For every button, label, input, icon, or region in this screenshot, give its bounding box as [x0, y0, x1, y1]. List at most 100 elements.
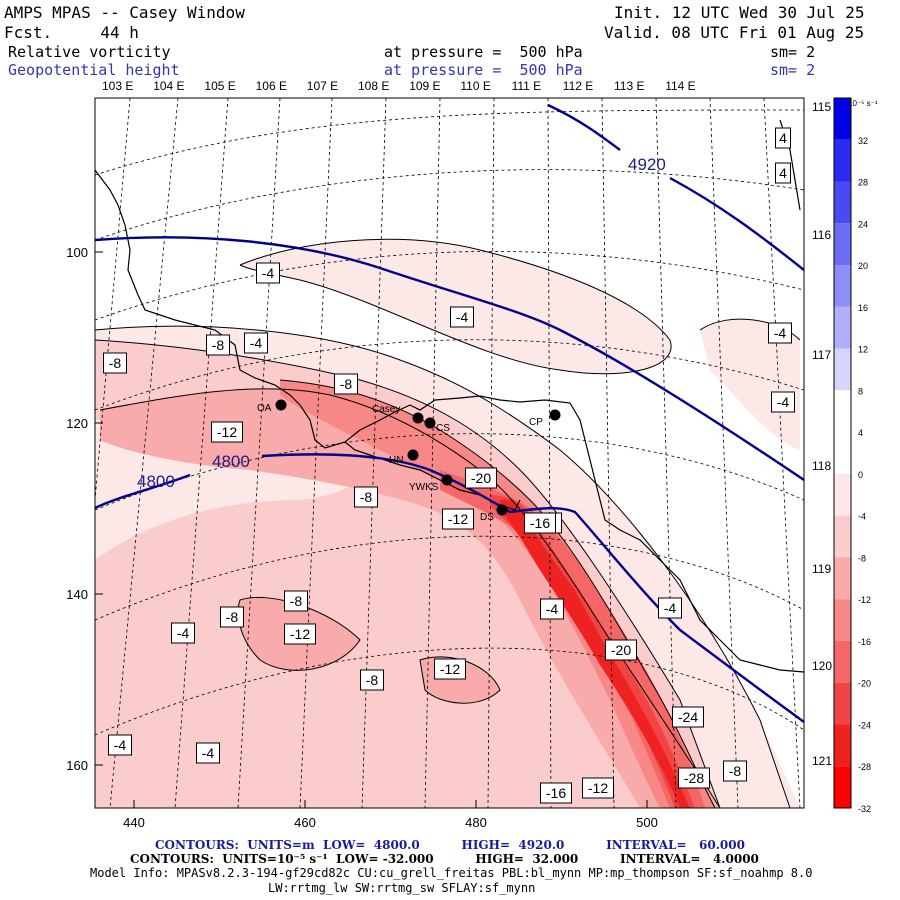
- colorbar-tick: 4: [858, 428, 863, 438]
- vorticity-label: -4: [771, 391, 795, 413]
- field1-sm: sm= 2: [770, 43, 816, 61]
- y-tick-160: 160: [66, 758, 88, 773]
- colorbar-tick: -4: [858, 512, 866, 522]
- y-tick-100: 100: [66, 245, 88, 260]
- lon-label-top: 109 E: [409, 79, 440, 93]
- lon-label-top: 112 E: [563, 79, 593, 93]
- vorticity-label: -20: [465, 467, 497, 489]
- svg-text:-8: -8: [109, 355, 122, 371]
- vorticity-label: -8: [103, 352, 127, 374]
- vorticity-label: -16: [540, 782, 572, 804]
- svg-text:-20: -20: [611, 642, 631, 658]
- footer-vort-contours: CONTOURS: UNITS=10⁻⁵ s⁻¹ LOW= -32.000 HI…: [130, 852, 759, 866]
- vorticity-label: -4: [256, 262, 280, 284]
- lon-label-top: 104 E: [153, 79, 184, 93]
- colorbar-swatch: [834, 390, 851, 433]
- lon-label-top: 108 E: [358, 79, 389, 93]
- lon-label-top: 111 E: [512, 79, 542, 93]
- forecast-hour: Fcst. 44 h: [4, 23, 139, 42]
- colorbar-swatch: [834, 515, 851, 558]
- vorticity-label: -8: [360, 669, 384, 691]
- vorticity-label: -4: [244, 332, 268, 354]
- vorticity-label: 4: [775, 162, 791, 184]
- colorbar-swatch: [834, 640, 851, 683]
- svg-text:-8: -8: [226, 609, 239, 625]
- vorticity-shading: [95, 239, 800, 808]
- field2-name: Geopotential height: [8, 61, 180, 79]
- vorticity-label: -4: [108, 734, 132, 756]
- svg-text:-12: -12: [440, 661, 460, 677]
- colorbar-swatch: [834, 348, 851, 391]
- lon-label-top: 105 E: [204, 79, 235, 93]
- field1-level: at pressure = 500 hPa: [384, 43, 583, 61]
- colorbar-swatch: [834, 473, 851, 516]
- colorbar-tick: -28: [858, 762, 871, 772]
- colorbar-swatch: [834, 724, 851, 767]
- svg-text:-4: -4: [546, 601, 559, 617]
- x-axis-labels: 440 460 480 500: [123, 815, 658, 830]
- field2-level: at pressure = 500 hPa: [384, 61, 583, 79]
- station-marker: [424, 417, 436, 429]
- station-label: OA: [257, 403, 272, 414]
- colorbar-swatch: [834, 557, 851, 600]
- vorticity-label: -28: [678, 767, 710, 789]
- vorticity-label: -20: [605, 639, 637, 661]
- height-contours: [95, 103, 804, 723]
- colorbar-tick: 24: [858, 219, 868, 229]
- footer-model-info-2: LW:rrtmg_lw SW:rrtmg_sw SFLAY:sf_mynn: [268, 881, 536, 895]
- station-label: Casey: [372, 404, 400, 415]
- station-marker: [407, 449, 419, 461]
- colorbar-swatch: [834, 766, 851, 808]
- x-tick-440: 440: [123, 815, 145, 830]
- colorbar-tick: -32: [858, 804, 871, 814]
- svg-text:-4: -4: [774, 325, 787, 341]
- station-label: CS: [436, 423, 450, 434]
- footer-height-contours: CONTOURS: UNITS=m LOW= 4800.0 HIGH= 4920…: [155, 838, 745, 852]
- svg-text:-4: -4: [456, 309, 469, 325]
- colorbar-tick: -16: [858, 637, 871, 647]
- vorticity-label: -4: [658, 597, 682, 619]
- lon-label-top: 114 E: [665, 79, 695, 93]
- svg-text:-4: -4: [114, 737, 127, 753]
- svg-text:-8: -8: [212, 337, 225, 353]
- svg-text:4: 4: [779, 165, 787, 181]
- plot-frame: [94, 97, 805, 809]
- lon-label-top: 103 E: [102, 79, 133, 93]
- svg-text:-8: -8: [340, 376, 353, 392]
- station-marker: [412, 412, 424, 424]
- station-label: DS: [480, 512, 494, 523]
- vorticity-label: -4: [171, 622, 195, 644]
- svg-text:-4: -4: [777, 394, 790, 410]
- svg-text:-16: -16: [546, 785, 566, 801]
- vorticity-label: -8: [206, 334, 230, 356]
- colorbar-swatch: [834, 223, 851, 266]
- vorticity-label: -12: [434, 658, 466, 680]
- colorbar-swatch: [834, 306, 851, 349]
- colorbar-swatch: [834, 265, 851, 307]
- colorbar-tick: 8: [858, 386, 863, 396]
- svg-text:-8: -8: [360, 489, 373, 505]
- station-marker: [496, 504, 508, 516]
- colorbar-swatch: [834, 98, 851, 140]
- svg-text:-16: -16: [530, 515, 550, 531]
- svg-text:-4: -4: [250, 335, 263, 351]
- field2-sm: sm= 2: [770, 61, 816, 79]
- station-label: CP: [529, 417, 543, 428]
- svg-text:4: 4: [779, 130, 787, 146]
- svg-text:-4: -4: [664, 600, 677, 616]
- svg-text:-8: -8: [290, 593, 303, 609]
- field1-name: Relative vorticity: [8, 43, 171, 61]
- x-tick-480: 480: [465, 815, 487, 830]
- colorbar-tick: -8: [858, 553, 866, 563]
- svg-text:-4: -4: [202, 745, 215, 761]
- colorbar-tick: 12: [858, 345, 868, 355]
- colorbar-tick: -24: [858, 720, 871, 730]
- colorbar-swatch: [834, 599, 851, 641]
- colorbar-tick: 0: [858, 470, 863, 480]
- colorbar-swatch: [834, 139, 851, 182]
- valid-time: Valid. 08 UTC Fri 01 Aug 25: [604, 23, 865, 42]
- model-title: AMPS MPAS -- Casey Window: [4, 3, 245, 22]
- height-label-4800: 4800: [212, 452, 250, 471]
- axis-ticks: [95, 251, 648, 808]
